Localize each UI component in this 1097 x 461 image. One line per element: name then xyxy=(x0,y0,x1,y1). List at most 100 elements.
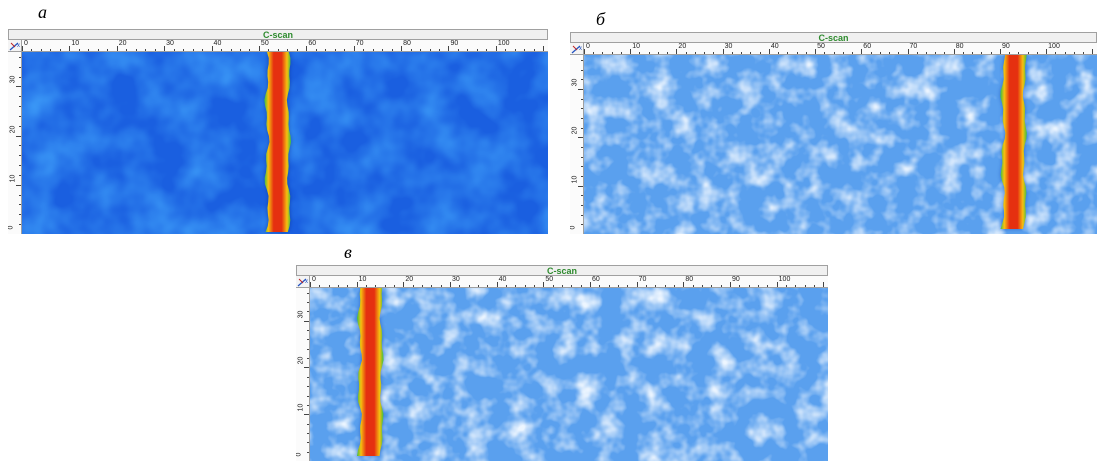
x-tick xyxy=(431,285,433,287)
x-tick xyxy=(1027,52,1029,54)
x-tick-label: 70 xyxy=(355,40,364,47)
y-tick xyxy=(19,66,21,68)
cscan-plot[interactable] xyxy=(22,52,548,234)
x-tick xyxy=(487,285,489,287)
x-tick-label: 50 xyxy=(545,276,554,283)
x-tick xyxy=(731,52,733,54)
panel-label-c: в xyxy=(344,242,352,262)
x-tick-label: 0 xyxy=(586,43,590,50)
x-tick xyxy=(391,49,393,51)
cscan-plot[interactable] xyxy=(584,55,1097,234)
x-tick xyxy=(842,52,844,54)
x-tick xyxy=(1009,52,1011,54)
y-tick xyxy=(19,96,21,98)
x-tick xyxy=(78,49,80,51)
axis-xy-icon[interactable]: x xyxy=(8,40,22,52)
window-title: C-scan xyxy=(570,32,1097,43)
x-tick-label: 90 xyxy=(732,276,740,283)
x-tick xyxy=(310,282,311,287)
x-tick xyxy=(999,49,1001,54)
x-tick xyxy=(767,285,769,287)
cscan-plot[interactable] xyxy=(310,288,828,461)
x-tick xyxy=(685,52,687,54)
cscan-window-b: C-scan x 0 10 20 30 40 50 60 70 80 90 100 30 20 10 0 xyxy=(570,32,1097,234)
x-tick xyxy=(476,49,478,51)
x-tick xyxy=(648,52,650,54)
x-tick xyxy=(759,52,761,54)
x-tick xyxy=(776,282,778,287)
x-tick xyxy=(375,285,377,287)
x-tick-label: 60 xyxy=(592,276,600,283)
x-tick xyxy=(599,285,601,287)
x-tick xyxy=(468,285,470,287)
x-tick xyxy=(778,52,780,54)
panel-label-b: б xyxy=(596,9,606,29)
x-tick xyxy=(741,52,743,54)
y-tick xyxy=(16,86,21,88)
x-tick xyxy=(990,52,992,54)
x-tick xyxy=(59,49,61,51)
x-tick-label: 20 xyxy=(405,276,414,283)
y-tick xyxy=(581,146,583,148)
x-tick xyxy=(824,52,826,54)
x-tick xyxy=(683,282,685,287)
x-tick xyxy=(164,46,166,51)
x-tick xyxy=(944,52,946,54)
x-tick xyxy=(394,285,395,287)
y-tick xyxy=(581,108,583,110)
x-tick xyxy=(953,49,955,54)
y-tick xyxy=(581,127,583,129)
y-tick xyxy=(19,125,21,127)
x-tick xyxy=(450,282,451,287)
x-tick xyxy=(543,282,545,287)
x-tick xyxy=(593,52,595,54)
x-tick xyxy=(907,49,909,54)
x-tick xyxy=(674,285,675,287)
x-tick xyxy=(467,49,469,51)
x-tick xyxy=(584,49,585,54)
y-tick xyxy=(16,184,21,186)
x-tick xyxy=(40,49,42,51)
x-tick-label: 30 xyxy=(724,43,733,50)
x-tick xyxy=(478,285,479,287)
x-tick xyxy=(636,282,638,287)
y-tick-label: 20 xyxy=(9,125,17,134)
x-tick xyxy=(571,285,573,287)
x-tick xyxy=(334,49,336,51)
defect-indication xyxy=(1000,55,1027,229)
y-tick xyxy=(19,204,21,206)
x-tick-label: 70 xyxy=(638,276,647,283)
x-tick xyxy=(713,52,715,54)
y-tick xyxy=(307,386,309,388)
x-tick xyxy=(730,282,731,287)
y-tick xyxy=(307,432,309,434)
x-tick xyxy=(192,49,194,51)
x-tick xyxy=(221,49,223,51)
x-tick xyxy=(739,285,741,287)
x-tick xyxy=(347,285,349,287)
x-tick xyxy=(366,285,367,287)
x-tick-label: 20 xyxy=(678,43,687,50)
x-tick-label: 80 xyxy=(685,276,694,283)
x-tick xyxy=(1092,49,1094,54)
x-tick xyxy=(805,52,807,54)
x-tick-label: 40 xyxy=(213,40,222,47)
x-tick xyxy=(524,285,526,287)
x-tick xyxy=(239,49,241,51)
x-tick xyxy=(135,49,137,51)
x-tick xyxy=(898,52,900,54)
x-tick xyxy=(590,282,591,287)
axis-xy-icon[interactable]: x xyxy=(296,276,310,288)
x-tick xyxy=(524,49,526,51)
y-tick-label: 10 xyxy=(9,174,17,183)
axis-xy-icon[interactable]: x xyxy=(570,43,584,55)
y-tick xyxy=(307,311,309,313)
x-tick xyxy=(116,46,118,51)
x-tick xyxy=(1083,52,1085,54)
cscan-window-c: C-scan x 0 10 20 30 40 50 60 70 80 90 100 30 20 10 0 xyxy=(296,265,828,461)
x-tick xyxy=(384,285,386,287)
x-tick xyxy=(795,285,797,287)
x-tick-label: 80 xyxy=(403,40,411,47)
x-tick-label: 60 xyxy=(308,40,317,47)
cscan-image xyxy=(310,288,828,461)
